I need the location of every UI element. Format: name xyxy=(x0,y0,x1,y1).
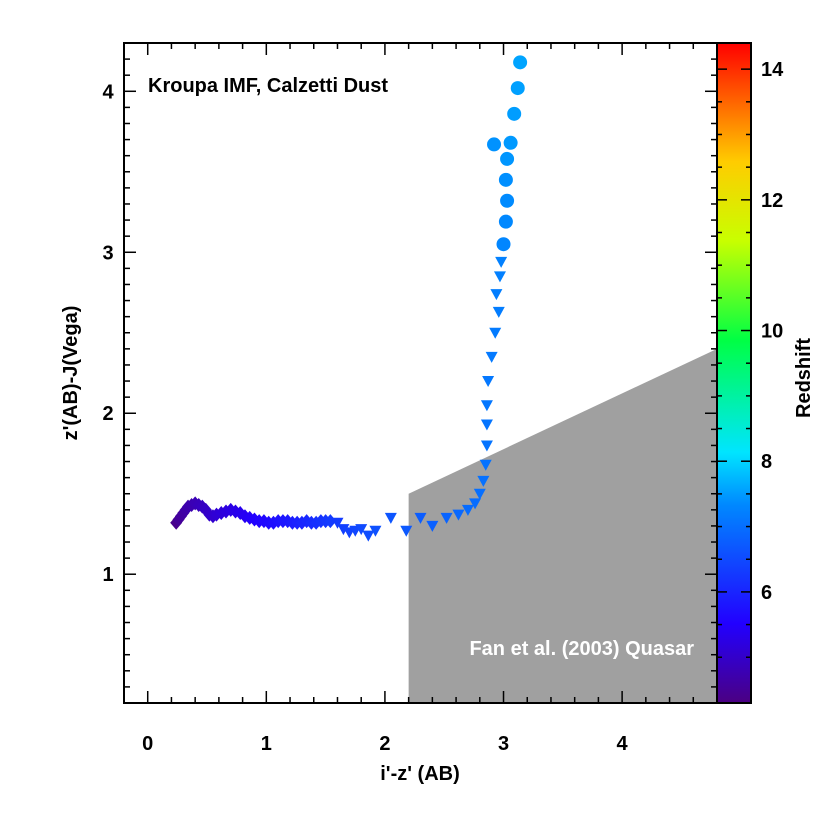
circle-point xyxy=(498,214,513,229)
quasar-region xyxy=(408,348,717,703)
triangle-down-point xyxy=(369,525,382,537)
data-markers xyxy=(170,55,528,542)
circle-point xyxy=(500,151,515,166)
triangle-down-point xyxy=(482,376,495,388)
colorbar-title: Redshift xyxy=(793,338,815,418)
region-label: Fan et al. (2003) Quasar xyxy=(469,638,694,660)
triangle-down-point xyxy=(362,530,375,542)
colorbar xyxy=(717,43,751,703)
x-axis-title: i'-z' (AB) xyxy=(380,763,460,785)
triangle-down-point xyxy=(452,509,465,521)
triangle-down-point xyxy=(337,524,350,536)
triangle-down-point xyxy=(461,504,474,516)
triangle-down-point xyxy=(469,498,482,510)
colorbar-frame xyxy=(716,42,752,704)
triangle-down-point xyxy=(473,488,486,500)
y-tick-label: 1 xyxy=(102,564,113,586)
circle-point xyxy=(500,193,515,208)
x-tick-label: 4 xyxy=(617,733,629,755)
colorbar-tick-label: 6 xyxy=(761,582,772,604)
triangle-down-point xyxy=(489,327,502,339)
axis-ticks: 0 1 2 3 4 1 2 3 4 xyxy=(102,42,718,755)
triangle-down-point xyxy=(490,289,503,301)
triangle-down-point xyxy=(480,400,493,412)
triangle-down-point xyxy=(495,256,508,268)
colorbar-tick-label: 12 xyxy=(761,190,783,212)
colorbar-tick-label: 10 xyxy=(761,321,783,343)
triangle-down-point xyxy=(414,512,427,524)
triangle-down-point xyxy=(479,459,492,471)
triangle-down-point xyxy=(355,524,368,536)
circle-point xyxy=(487,137,502,152)
colorbar-tick-label: 8 xyxy=(761,451,772,473)
diamond-point xyxy=(324,514,337,529)
y-tick-label: 4 xyxy=(102,81,114,103)
y-axis-title: z'(AB)-J(Vega) xyxy=(60,306,82,441)
annotation-top: Kroupa IMF, Calzetti Dust xyxy=(148,75,388,97)
diamond-point xyxy=(199,502,212,517)
x-tick-label: 1 xyxy=(261,733,272,755)
diamond-point xyxy=(224,502,237,517)
circle-point xyxy=(496,237,511,252)
y-tick-label: 2 xyxy=(102,403,113,425)
triangle-down-point xyxy=(485,351,498,363)
triangle-down-point xyxy=(440,512,453,524)
triangle-down-point xyxy=(477,475,490,487)
x-tick-label: 2 xyxy=(379,733,390,755)
colorbar-ticks: 6 8 10 12 14 xyxy=(717,59,784,659)
circle-point xyxy=(507,106,522,121)
triangle-down-point xyxy=(480,419,493,431)
triangle-down-point xyxy=(400,525,413,537)
circle-point xyxy=(513,55,528,70)
triangle-down-point xyxy=(426,520,439,532)
triangle-down-point xyxy=(480,440,493,452)
circle-point xyxy=(510,81,525,96)
triangle-down-point xyxy=(493,271,506,283)
x-tick-label: 0 xyxy=(142,733,153,755)
circle-point xyxy=(498,172,513,187)
quasar-region-layer xyxy=(408,348,717,703)
triangle-down-point xyxy=(492,306,505,318)
triangle-down-point xyxy=(331,517,344,529)
y-tick-label: 3 xyxy=(102,242,113,264)
triangle-down-point xyxy=(384,512,397,524)
circle-point xyxy=(503,135,518,150)
x-tick-label: 3 xyxy=(498,733,509,755)
colorbar-tick-label: 14 xyxy=(761,59,784,81)
